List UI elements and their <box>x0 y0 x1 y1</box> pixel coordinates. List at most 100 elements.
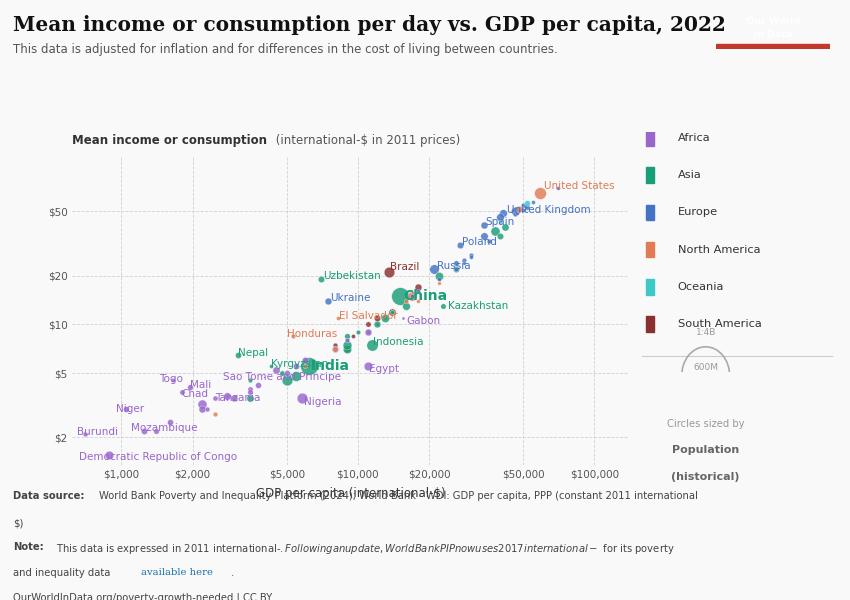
Point <box>400 301 413 311</box>
Text: Spain: Spain <box>485 217 514 227</box>
Point <box>321 296 335 305</box>
Point <box>257 373 270 382</box>
Point <box>346 331 360 341</box>
Point <box>290 362 303 371</box>
Point <box>494 212 507 222</box>
Text: Asia: Asia <box>677 170 701 180</box>
Text: $): $) <box>13 518 23 528</box>
Point <box>411 287 425 296</box>
Point <box>103 451 116 460</box>
Point <box>483 236 496 245</box>
Point <box>275 368 289 378</box>
Text: Brazil: Brazil <box>390 262 420 272</box>
Point <box>405 291 419 301</box>
Text: Oceania: Oceania <box>677 282 724 292</box>
Point <box>138 426 151 436</box>
Point <box>386 307 400 316</box>
Point <box>120 404 133 414</box>
Point <box>428 264 441 274</box>
Text: Ukraine: Ukraine <box>330 293 370 303</box>
Text: Africa: Africa <box>677 133 711 143</box>
Text: El Salvador: El Salvador <box>339 311 398 321</box>
Point <box>386 307 400 316</box>
Text: Gabon: Gabon <box>406 316 440 326</box>
Bar <box>646 242 654 257</box>
Point <box>340 331 354 341</box>
Point <box>517 200 530 209</box>
Point <box>464 250 478 259</box>
Point <box>209 409 223 419</box>
Point <box>328 344 342 354</box>
Point <box>477 232 490 241</box>
Text: Mali: Mali <box>190 380 211 391</box>
Point <box>450 264 463 274</box>
Point <box>494 232 507 241</box>
Text: Mean income or consumption per day vs. GDP per capita, 2022: Mean income or consumption per day vs. G… <box>13 15 726 35</box>
Point <box>302 362 315 371</box>
Text: Note:: Note: <box>13 541 43 551</box>
Text: Circles sized by: Circles sized by <box>667 419 745 429</box>
Point <box>220 391 234 401</box>
Text: Poland: Poland <box>462 236 496 247</box>
Text: Chad: Chad <box>182 389 209 399</box>
Point <box>513 204 526 214</box>
Point <box>340 344 354 354</box>
Point <box>507 209 521 219</box>
Text: .: . <box>231 568 235 578</box>
Text: Burundi: Burundi <box>77 427 118 437</box>
Bar <box>646 130 654 146</box>
Text: Nepal: Nepal <box>238 347 268 358</box>
Point <box>450 258 463 268</box>
Point <box>510 208 524 218</box>
Point <box>340 340 354 349</box>
Point <box>386 307 400 316</box>
Point <box>295 394 309 403</box>
Point <box>269 365 283 375</box>
X-axis label: GDP per capita (international-$): GDP per capita (international-$) <box>256 487 445 500</box>
Bar <box>646 316 654 332</box>
Text: Mozambique: Mozambique <box>131 422 198 433</box>
Point <box>411 296 425 305</box>
Point <box>520 202 534 212</box>
Point <box>183 382 196 392</box>
Point <box>298 355 312 365</box>
Point <box>386 307 400 316</box>
Point <box>196 404 209 414</box>
Text: North America: North America <box>677 245 760 254</box>
Point <box>361 362 375 371</box>
Point <box>456 258 470 268</box>
Point <box>243 394 257 403</box>
Point <box>280 368 293 378</box>
Point <box>163 417 177 427</box>
Point <box>432 275 445 284</box>
Point <box>405 291 419 301</box>
Text: Nigeria: Nigeria <box>303 397 341 407</box>
Text: Sao Tome and Principe: Sao Tome and Principe <box>224 373 342 382</box>
Point <box>328 344 342 354</box>
Point <box>437 301 451 311</box>
Point <box>166 376 179 385</box>
Point <box>340 335 354 345</box>
Bar <box>646 279 654 295</box>
Text: India: India <box>310 359 349 373</box>
Point <box>520 199 534 208</box>
Text: This data is adjusted for inflation and for differences in the cost of living be: This data is adjusted for inflation and … <box>13 43 558 56</box>
Text: United States: United States <box>544 181 615 191</box>
Text: World Bank Poverty and Inequality Platform (2024); World Bank - WDI: GDP per cap: World Bank Poverty and Inequality Platfo… <box>99 491 698 501</box>
Point <box>351 327 365 337</box>
Text: China: China <box>403 289 447 303</box>
Point <box>196 400 209 409</box>
Point <box>149 426 162 436</box>
Text: South America: South America <box>677 319 762 329</box>
Text: Niger: Niger <box>116 404 144 414</box>
Point <box>464 253 478 262</box>
Point <box>340 344 354 354</box>
Point <box>370 320 383 329</box>
Point <box>386 307 400 316</box>
Text: and inequality data: and inequality data <box>13 568 113 578</box>
Point <box>378 313 392 322</box>
Text: in Data: in Data <box>754 30 792 39</box>
Point <box>517 205 530 215</box>
Text: 1:4B: 1:4B <box>695 328 716 337</box>
Point <box>453 240 467 250</box>
